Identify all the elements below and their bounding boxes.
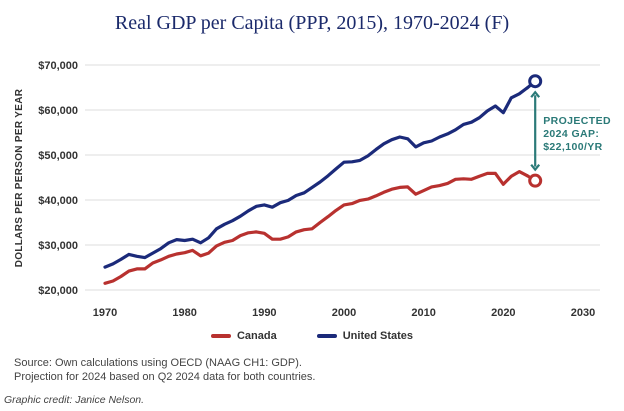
y-axis-label: DOLLARS PER PERSON PER YEAR <box>14 88 25 267</box>
gap-annotation-line: $22,100/YR <box>543 141 602 153</box>
y-tick-label: $20,000 <box>38 285 78 297</box>
projection-marker-canada <box>528 173 543 188</box>
chart-title: Real GDP per Capita (PPP, 2015), 1970-20… <box>114 12 510 34</box>
legend-swatch-us <box>316 334 337 338</box>
source-line-1: Source: Own calculations using OECD (NAA… <box>14 357 302 369</box>
series-lines <box>103 74 543 285</box>
projection-marker-us <box>528 74 543 89</box>
x-tick-label: 2030 <box>571 307 595 319</box>
gap-arrow-head-down <box>530 163 541 172</box>
source-line-2: Projection for 2024 based on Q2 2024 dat… <box>14 371 316 383</box>
gap-annotation-line: PROJECTED <box>543 115 611 127</box>
x-tick-label: 2010 <box>411 307 435 319</box>
x-tick-label: 1980 <box>172 307 196 319</box>
gap-arrow-head-up <box>530 90 541 98</box>
legend: Canada United States <box>0 330 624 342</box>
graphic-credit: Graphic credit: Janice Nelson. <box>4 394 145 406</box>
legend-swatch-canada <box>210 334 231 338</box>
y-tick-label: $60,000 <box>38 105 78 117</box>
x-tick-label: 2020 <box>491 307 515 319</box>
x-axis-ticks: 1970 1980 1990 2000 2010 2020 2030 <box>93 307 595 319</box>
y-tick-label: $40,000 <box>38 195 78 207</box>
y-axis-ticks: $20,000 $30,000 $40,000 $50,000 $60,000 $70,0… <box>38 60 78 297</box>
gap-annotation-line: 2024 GAP: <box>543 128 599 140</box>
x-tick-label: 2000 <box>332 307 356 319</box>
x-tick-label: 1990 <box>252 307 276 319</box>
series-line-us <box>103 86 529 269</box>
legend-item-canada[interactable]: Canada <box>210 330 277 342</box>
y-tick-label: $30,000 <box>38 240 78 252</box>
source-note: Source: Own calculations using OECD (NAA… <box>14 356 315 384</box>
x-tick-label: 1970 <box>93 307 117 319</box>
legend-label-us: United States <box>342 330 414 342</box>
y-tick-label: $50,000 <box>38 150 78 162</box>
chart-svg: $20,000 $30,000 $40,000 $50,000 $60,000 $70,0… <box>14 60 611 319</box>
gridlines <box>85 64 600 291</box>
legend-item-us[interactable]: United States <box>316 330 414 342</box>
legend-label-canada: Canada <box>236 330 277 342</box>
y-tick-label: $70,000 <box>38 60 78 72</box>
series-line-canada <box>103 170 529 285</box>
